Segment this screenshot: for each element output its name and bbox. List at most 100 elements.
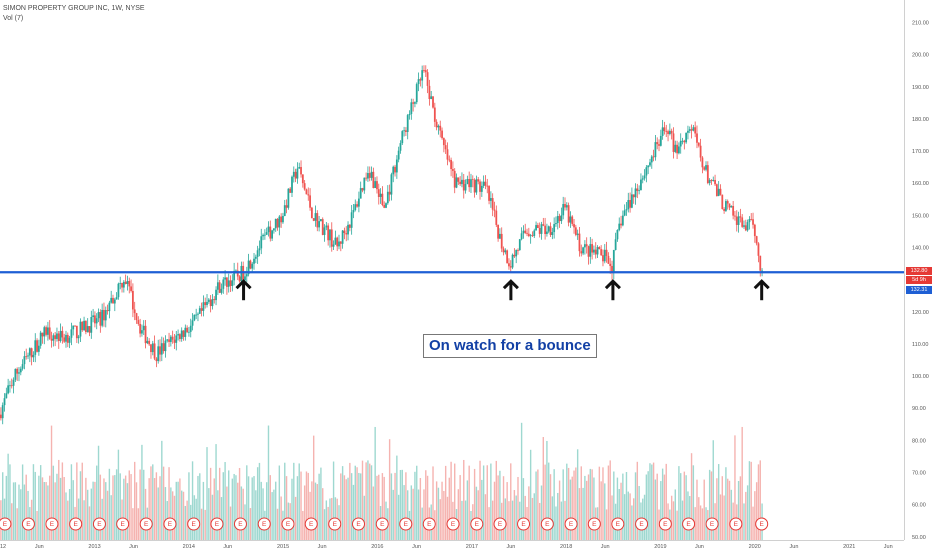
candle-body [502,248,505,253]
candle-body [414,102,416,104]
volume-bar [580,466,582,540]
candle-body [332,244,335,247]
volume-bar [278,465,281,540]
candle-body [370,171,373,178]
volume-bar [694,507,696,540]
time-axis[interactable]: 2012 Jun 2013 Jun 2014 Jun 2015 Jun 2016 Jun 2017 J… [0,544,893,550]
candle-body [439,125,442,131]
volume-bar [45,482,47,540]
candle-body [30,348,33,358]
candle-body [12,379,15,386]
volume-bar [421,507,423,540]
candle-body [45,327,48,335]
volume-bar [153,478,156,540]
volume-bar [734,435,736,540]
volume-bar [723,495,725,540]
earnings-marker-label: E [238,521,243,528]
time-tick-label: 2013 [88,544,100,550]
earnings-marker-icon [233,517,247,531]
volume-bar [293,462,295,540]
candle-body [388,191,391,195]
volume-bar [529,449,532,540]
candle-body [137,320,140,324]
candle-body [128,281,131,287]
candle-body [131,290,134,310]
candle-body [330,229,333,247]
candle-body [511,254,514,268]
annotation-box[interactable]: On watch for a bounce [423,334,597,358]
candle-body [385,203,387,208]
candle-body [325,225,328,228]
earnings-marker-label: E [686,521,691,528]
candle-body [280,216,283,223]
volume-bar [513,490,516,540]
volume-bar [361,460,364,540]
volume-bar [687,491,689,540]
candle-body [227,280,230,287]
candle-body [672,133,675,152]
volume-bar [320,467,322,540]
volume-bar [515,495,517,540]
volume-bar [141,444,143,540]
volume-bar [179,478,181,540]
volume-bar [558,480,561,540]
volume-bar [298,463,300,540]
candle-body [587,246,590,257]
candle-body [585,244,588,247]
volume-bar [157,487,159,540]
volume-indicator-label[interactable]: Vol (7) [3,15,24,22]
candle-body [155,358,158,362]
volume-bar [246,465,248,540]
candle-body [122,281,125,288]
earnings-marker-label: E [616,521,621,528]
candle-body [97,312,100,319]
candle-body [36,340,38,352]
price-tick-label: 120.00 [912,310,929,316]
volume-bar [253,476,255,540]
time-tick-label: Jun [695,544,704,550]
candle-body [59,330,62,341]
candle-body [101,309,104,326]
candle-body [139,323,142,334]
candle-body [168,339,170,342]
candle-body [43,327,46,337]
candle-body [661,127,664,136]
candle-body [408,114,411,116]
earnings-marker-label: E [50,521,55,528]
candle-body [314,213,317,221]
candle-body [462,179,465,191]
volume-bar [119,473,121,540]
candle-body [291,176,293,193]
volume-bar [273,489,275,540]
candle-body [285,205,288,208]
volume-bar [16,508,18,540]
candle-body [755,236,758,244]
candle-body [616,229,619,240]
volume-bar [316,484,319,540]
candle-body [627,200,630,210]
volume-bar [504,498,507,540]
volume-bar [571,476,573,540]
candle-body [282,215,284,223]
volume-bar [464,500,467,540]
volume-bar [83,500,85,540]
volume-bar [670,495,673,540]
candle-body [428,85,431,100]
price-tick-label: 110.00 [912,342,928,348]
earnings-marker-icon [729,517,743,531]
volume-bar [9,464,11,540]
candle-body [334,237,337,245]
volume-bar [247,476,250,540]
candle-body [54,335,57,339]
candle-body [453,170,456,188]
volume-bar [609,460,611,540]
candle-body [171,336,174,340]
volume-bar [672,501,675,540]
candle-body [1,405,4,419]
candle-body [594,249,597,255]
candle-body [336,237,339,247]
volume-bar [388,439,391,540]
volume-bar [50,425,53,540]
volume-bar [25,474,27,540]
